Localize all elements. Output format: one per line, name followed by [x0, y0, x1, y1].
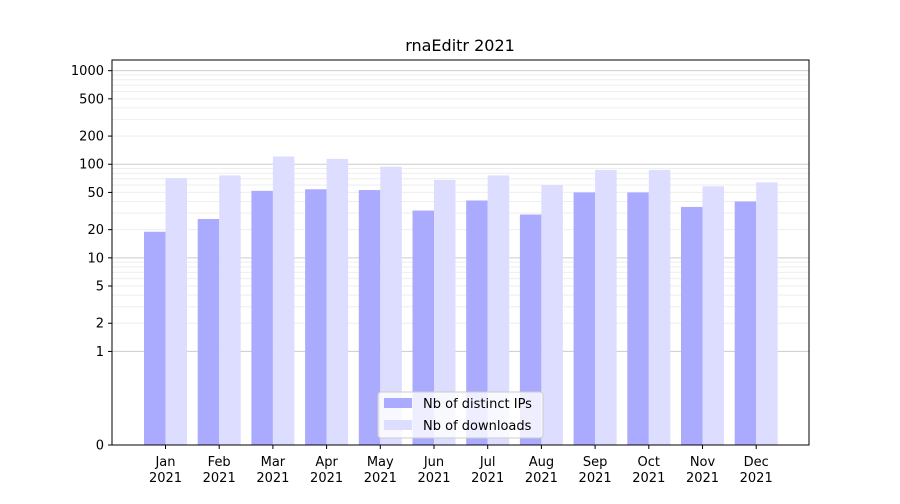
x-tick-label-year: 2021: [417, 471, 450, 486]
legend-swatch-distinct-ips: [384, 398, 412, 408]
bar-downloads: [219, 175, 241, 445]
x-tick-label-year: 2021: [256, 471, 289, 486]
y-tick-label: 1: [96, 345, 104, 360]
x-tick-label-year: 2021: [632, 471, 665, 486]
bar-distinct-ips: [519, 214, 542, 445]
bar-downloads: [702, 186, 724, 445]
bar-downloads: [326, 158, 349, 446]
y-axis: 0 1 2 5 10 20 50 100 200 500 1000: [71, 64, 112, 454]
bars: [144, 156, 778, 446]
x-tick-label-month: Dec: [744, 455, 769, 470]
x-axis: Jan2021Feb2021Mar2021Apr2021May2021Jun20…: [149, 445, 773, 486]
x-tick-label-month: Sep: [583, 455, 608, 470]
bar-downloads: [595, 169, 617, 445]
bar-distinct-ips: [681, 206, 703, 445]
x-tick-label-month: Feb: [208, 455, 231, 470]
bar-distinct-ips: [251, 190, 273, 445]
x-tick-label-month: Oct: [638, 455, 660, 470]
x-tick-label-month: Jun: [423, 455, 444, 470]
bar-distinct-ips: [305, 189, 327, 445]
legend-swatch-downloads: [384, 420, 412, 430]
y-tick-label: 2: [96, 317, 104, 332]
bar-downloads: [756, 182, 778, 445]
y-tick-label: 500: [79, 92, 104, 107]
bar-distinct-ips: [412, 210, 434, 445]
x-tick-label-year: 2021: [686, 471, 719, 486]
bar-downloads: [165, 178, 187, 445]
x-tick-label-year: 2021: [364, 471, 397, 486]
x-tick-label-year: 2021: [203, 471, 236, 486]
plot-frame: [111, 59, 810, 446]
bar-downloads: [487, 175, 510, 445]
bar-distinct-ips: [466, 200, 488, 445]
chart-title: rnaEditr 2021: [405, 36, 515, 55]
bar-downloads: [648, 169, 671, 445]
bar-distinct-ips: [197, 218, 220, 445]
x-tick-label-month: May: [367, 455, 394, 470]
legend-label-downloads: Nb of downloads: [423, 419, 532, 434]
x-tick-label-year: 2021: [525, 471, 558, 486]
y-tick-label: 50: [87, 186, 104, 201]
x-tick-label-month: Aug: [529, 455, 554, 470]
bar-distinct-ips: [627, 192, 649, 445]
bar-distinct-ips: [734, 201, 757, 445]
x-tick-label-year: 2021: [149, 471, 182, 486]
bar-distinct-ips: [573, 192, 596, 445]
x-tick-label-month: Jul: [479, 455, 496, 470]
legend: Nb of distinct IPs Nb of downloads: [377, 391, 544, 439]
y-tick-label: 1000: [71, 64, 104, 79]
x-tick-label-month: Apr: [315, 455, 338, 470]
y-tick-label: 5: [96, 280, 104, 295]
x-tick-label-month: Jan: [154, 455, 175, 470]
y-tick-label: 20: [87, 223, 104, 238]
legend-label-distinct-ips: Nb of distinct IPs: [423, 397, 532, 412]
bar-downloads: [380, 166, 402, 446]
bar-downloads: [541, 185, 563, 445]
bar-downloads: [272, 156, 295, 446]
x-tick-label-year: 2021: [471, 471, 504, 486]
x-tick-label-year: 2021: [579, 471, 612, 486]
x-tick-label-month: Nov: [690, 455, 716, 470]
x-tick-label-month: Mar: [261, 455, 286, 470]
bar-distinct-ips: [358, 190, 381, 445]
legend-box: [377, 391, 544, 439]
y-tick-label: 100: [79, 158, 104, 173]
y-tick-label: 200: [79, 130, 104, 145]
x-tick-label-year: 2021: [740, 471, 773, 486]
bar-downloads: [434, 179, 456, 445]
y-tick-label: 0: [96, 439, 104, 454]
x-tick-label-year: 2021: [310, 471, 343, 486]
bar-distinct-ips: [144, 231, 166, 445]
y-tick-label: 10: [87, 251, 104, 266]
